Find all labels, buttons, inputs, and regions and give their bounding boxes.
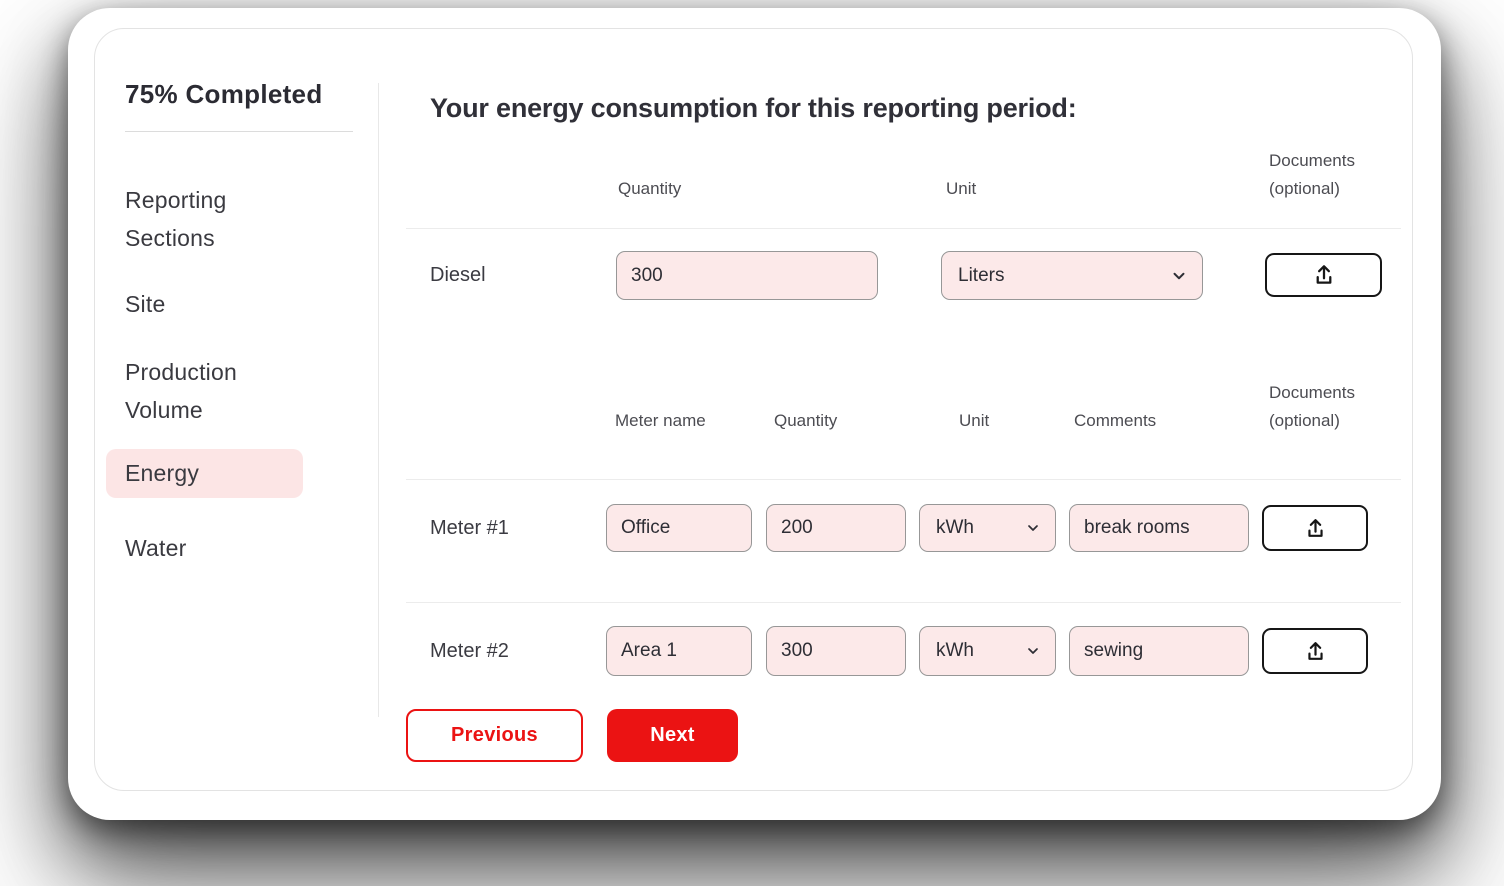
meter2-comments-input[interactable] (1069, 626, 1249, 676)
progress-label: 75% Completed (125, 79, 323, 109)
meter1-name-input[interactable] (606, 504, 752, 552)
meter-row-label: Meter #2 (430, 640, 509, 662)
fuel-header-quantity: Quantity (618, 179, 682, 198)
sidebar-content-divider (378, 83, 379, 717)
meter1-upload-button[interactable] (1262, 505, 1368, 551)
meter-header-unit: Unit (959, 411, 990, 430)
page-title: Your energy consumption for this reporti… (430, 93, 1077, 123)
chevron-down-icon (1028, 648, 1038, 654)
meter2-unit-select[interactable]: kWh (919, 626, 1056, 676)
row-divider (406, 228, 1401, 229)
meter1-unit-select[interactable]: kWh (919, 504, 1056, 552)
sidebar-divider (125, 131, 353, 132)
meter1-unit-value: kWh (936, 517, 974, 538)
meter2-upload-button[interactable] (1262, 628, 1368, 674)
meter1-quantity-input[interactable] (766, 504, 906, 552)
diesel-quantity-input[interactable] (616, 251, 878, 300)
fuel-header-documents-line1: Documents (1269, 151, 1355, 170)
meter2-quantity-input[interactable] (766, 626, 906, 676)
next-button[interactable]: Next (607, 709, 738, 762)
upload-icon (1307, 518, 1323, 537)
diesel-upload-button[interactable] (1265, 253, 1382, 297)
form-panel: 75% Completed Reporting Sections Site Pr… (94, 28, 1413, 791)
fuel-header-documents: Documents (optional) (1269, 147, 1355, 203)
sidebar-item-production-volume[interactable]: Production Volume (125, 359, 237, 423)
meter-header-documents: Documents (optional) (1269, 379, 1355, 435)
energy-form: Your energy consumption for this reporti… (406, 29, 1408, 790)
app-card: 75% Completed Reporting Sections Site Pr… (68, 8, 1441, 820)
meter-row-label: Meter #1 (430, 517, 509, 539)
meter-header-comments: Comments (1074, 411, 1157, 430)
meter-header-quantity: Quantity (774, 411, 838, 430)
fuel-row-label: Diesel (430, 264, 486, 286)
row-divider (406, 602, 1401, 603)
fuel-header-documents-line2: (optional) (1269, 179, 1340, 198)
upload-icon (1307, 641, 1323, 660)
meter-header-documents-line1: Documents (1269, 383, 1355, 402)
diesel-unit-select[interactable]: Liters (941, 251, 1203, 300)
meter2-name-input[interactable] (606, 626, 752, 676)
previous-button[interactable]: Previous (406, 709, 583, 762)
sidebar-item-reporting-sections[interactable]: Reporting Sections (125, 187, 227, 251)
sidebar-item-water[interactable]: Water (125, 535, 187, 561)
chevron-down-icon (1173, 272, 1185, 279)
diesel-unit-value: Liters (958, 264, 1005, 286)
meter-header-name: Meter name (615, 411, 706, 430)
chevron-down-icon (1028, 525, 1038, 531)
meter2-unit-value: kWh (936, 640, 974, 661)
fuel-header-unit: Unit (946, 179, 977, 198)
meter-header-documents-line2: (optional) (1269, 411, 1340, 430)
sidebar-item-energy[interactable]: Energy (106, 449, 303, 498)
meter1-comments-input[interactable] (1069, 504, 1249, 552)
sidebar-item-site[interactable]: Site (125, 291, 166, 317)
upload-icon (1316, 265, 1331, 284)
row-divider (406, 479, 1401, 480)
